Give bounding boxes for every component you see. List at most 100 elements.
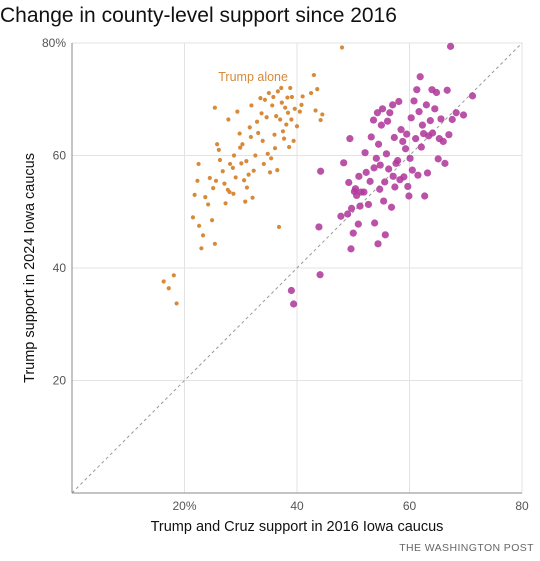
y-axis-label: Trump support in 2024 Iowa caucus: [22, 153, 38, 383]
point-trump-alone: [230, 165, 235, 170]
point-trump-and-cruz: [397, 126, 405, 134]
point-trump-alone: [279, 100, 284, 105]
point-trump-and-cruz: [452, 109, 460, 117]
point-trump-and-cruz: [408, 166, 416, 174]
point-trump-alone: [190, 215, 196, 220]
point-trump-and-cruz: [369, 116, 378, 124]
point-trump-alone: [251, 168, 256, 173]
point-trump-and-cruz: [468, 92, 477, 100]
point-trump-alone: [199, 246, 204, 251]
point-trump-alone: [267, 170, 273, 175]
point-trump-and-cruz: [437, 115, 445, 123]
point-trump-alone: [244, 159, 249, 164]
point-trump-and-cruz: [385, 165, 393, 173]
point-trump-alone: [258, 96, 263, 101]
point-trump-and-cruz: [346, 135, 354, 143]
point-trump-and-cruz: [366, 177, 374, 185]
point-trump-alone: [248, 134, 253, 140]
point-trump-alone: [289, 117, 294, 122]
point-trump-and-cruz: [391, 183, 399, 191]
point-trump-and-cruz: [389, 172, 397, 180]
point-trump-alone: [227, 189, 232, 195]
point-trump-alone: [281, 136, 287, 141]
point-trump-alone: [238, 145, 243, 150]
point-trump-alone: [212, 241, 217, 246]
point-trump-alone: [254, 119, 260, 124]
point-trump-alone: [217, 157, 223, 163]
point-trump-alone: [260, 138, 265, 143]
point-trump-and-cruz: [347, 245, 355, 253]
point-trump-and-cruz: [448, 115, 456, 124]
point-trump-alone: [297, 109, 302, 114]
point-trump-alone: [239, 161, 244, 166]
point-trump-alone: [278, 117, 283, 122]
point-trump-and-cruz: [344, 210, 352, 218]
point-trump-and-cruz: [315, 223, 323, 231]
point-trump-alone: [272, 132, 277, 137]
point-trump-and-cruz: [349, 229, 357, 237]
point-trump-and-cruz: [374, 140, 383, 148]
point-trump-alone: [209, 218, 215, 223]
point-trump-and-cruz: [287, 286, 295, 295]
point-trump-and-cruz: [390, 133, 398, 142]
point-trump-alone: [300, 94, 305, 99]
point-trump-alone: [285, 95, 290, 100]
point-trump-and-cruz: [374, 240, 382, 248]
source-credit: THE WASHINGTON POST: [399, 542, 534, 554]
point-trump-alone: [222, 181, 227, 186]
point-trump-alone: [166, 286, 171, 291]
point-trump-alone: [315, 87, 320, 92]
point-trump-and-cruz: [370, 164, 378, 172]
point-trump-alone: [271, 94, 276, 100]
point-trump-alone: [279, 85, 284, 91]
point-trump-and-cruz: [382, 150, 391, 158]
point-trump-alone: [294, 124, 300, 129]
point-trump-and-cruz: [395, 97, 403, 106]
point-trump-and-cruz: [423, 169, 432, 177]
point-trump-and-cruz: [377, 121, 385, 129]
point-trump-alone: [276, 224, 282, 230]
point-trump-alone: [262, 97, 268, 102]
point-trump-and-cruz: [389, 101, 397, 109]
point-trump-and-cruz: [410, 97, 418, 105]
point-trump-alone: [259, 111, 264, 116]
point-trump-alone: [235, 109, 240, 114]
point-trump-alone: [272, 146, 278, 151]
point-trump-and-cruz: [378, 105, 387, 113]
point-trump-alone: [231, 191, 236, 196]
point-trump-alone: [237, 131, 242, 136]
point-trump-alone: [171, 273, 176, 278]
point-trump-and-cruz: [290, 300, 298, 308]
point-trump-alone: [274, 114, 279, 119]
point-trump-and-cruz: [441, 159, 449, 167]
point-trump-and-cruz: [459, 111, 468, 119]
point-trump-alone: [243, 199, 248, 204]
point-trump-alone: [261, 161, 266, 167]
point-trump-alone: [240, 142, 245, 147]
point-trump-and-cruz: [401, 145, 410, 153]
point-trump-and-cruz: [417, 143, 425, 151]
point-trump-alone: [265, 151, 270, 156]
point-trump-alone: [161, 279, 166, 284]
point-trump-and-cruz: [416, 73, 424, 81]
point-trump-alone: [215, 142, 220, 147]
point-trump-and-cruz: [387, 203, 396, 211]
point-trump-and-cruz: [371, 219, 379, 227]
x-tick-label: 80: [515, 499, 529, 513]
point-trump-and-cruz: [406, 154, 414, 162]
point-trump-alone: [174, 301, 179, 306]
point-trump-and-cruz: [381, 178, 389, 186]
series-trump-alone: [161, 45, 345, 306]
point-trump-alone: [320, 112, 325, 117]
point-trump-alone: [308, 90, 314, 96]
point-trump-and-cruz: [372, 154, 380, 162]
point-trump-and-cruz: [376, 161, 384, 169]
point-trump-alone: [287, 144, 292, 150]
point-trump-and-cruz: [356, 202, 364, 210]
point-trump-alone: [200, 233, 206, 238]
axes: [71, 43, 522, 494]
point-trump-and-cruz: [443, 86, 451, 94]
point-trump-alone: [203, 195, 208, 200]
point-trump-and-cruz: [345, 178, 353, 187]
x-tick-label: 60: [403, 499, 417, 513]
